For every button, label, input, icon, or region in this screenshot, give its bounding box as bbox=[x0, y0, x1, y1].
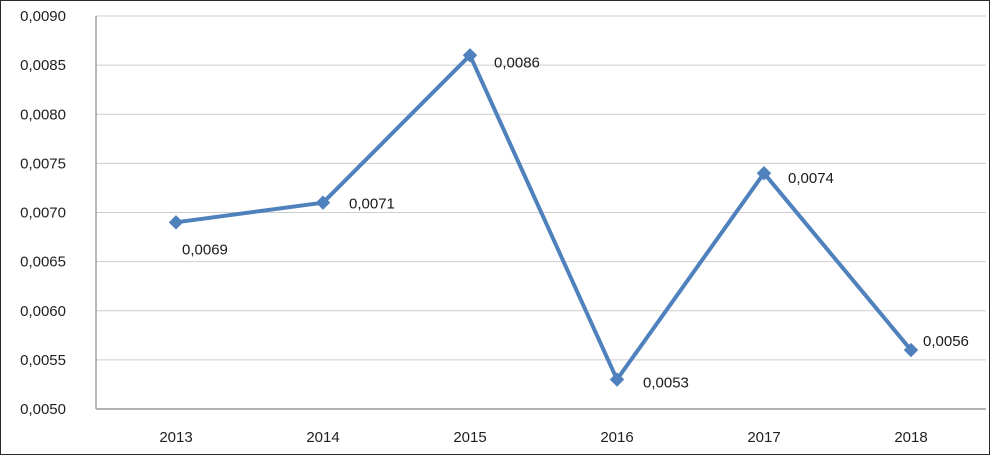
y-tick-label: 0,0050 bbox=[20, 401, 66, 418]
data-point-marker bbox=[315, 195, 331, 210]
data-point-label: 0,0056 bbox=[923, 333, 969, 350]
data-point-label: 0,0071 bbox=[349, 196, 395, 213]
x-tick-label: 2018 bbox=[894, 429, 927, 446]
data-point-label: 0,0053 bbox=[643, 375, 689, 392]
y-tick-label: 0,0075 bbox=[20, 155, 66, 172]
data-point-marker bbox=[756, 165, 772, 181]
data-point-label: 0,0086 bbox=[494, 54, 540, 71]
x-tick-label: 2013 bbox=[159, 429, 192, 446]
data-point-marker bbox=[903, 342, 919, 358]
y-tick-label: 0,0055 bbox=[20, 352, 66, 369]
x-tick-label: 2014 bbox=[306, 429, 339, 446]
y-tick-label: 0,0090 bbox=[20, 8, 66, 25]
data-point-marker bbox=[462, 48, 478, 63]
data-point-marker bbox=[168, 215, 184, 230]
y-tick-label: 0,0065 bbox=[20, 254, 66, 271]
y-tick-label: 0,0060 bbox=[20, 303, 66, 320]
data-point-label: 0,0069 bbox=[182, 241, 228, 258]
x-tick-label: 2017 bbox=[747, 429, 780, 446]
x-tick-label: 2016 bbox=[600, 429, 633, 446]
data-line bbox=[174, 53, 913, 382]
x-tick-label: 2015 bbox=[453, 429, 486, 446]
y-tick-label: 0,0070 bbox=[20, 205, 66, 222]
data-point-label: 0,0074 bbox=[788, 170, 834, 187]
data-point-marker bbox=[609, 372, 625, 387]
y-tick-label: 0,0085 bbox=[20, 57, 66, 74]
y-tick-label: 0,0080 bbox=[20, 106, 66, 123]
